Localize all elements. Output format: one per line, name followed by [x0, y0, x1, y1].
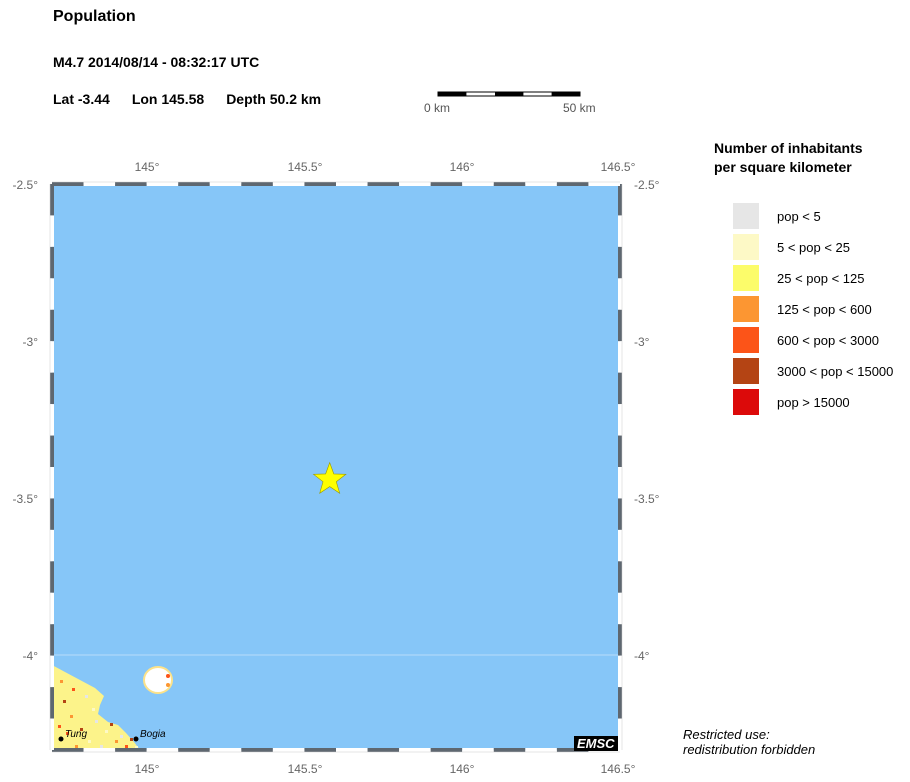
legend-title-line: Number of inhabitants: [714, 140, 863, 156]
legend-item: 125 < pop < 600: [733, 296, 872, 322]
lat-tick-label: -2.5°: [634, 178, 660, 192]
sea-area: [52, 184, 620, 750]
scale-end-label: 50 km: [563, 101, 596, 115]
lon-tick-label: 146.5°: [601, 160, 636, 174]
legend-swatch: [733, 203, 759, 229]
lon-labels-top: 145° 145.5° 146° 146.5°: [135, 160, 636, 174]
event-info: M4.7 2014/08/14 - 08:32:17 UTC: [53, 54, 260, 70]
population-cell: [105, 730, 108, 733]
legend-label: pop > 15000: [777, 394, 850, 410]
legend-label: pop < 5: [777, 208, 821, 224]
lat-tick-label: -2.5°: [13, 178, 39, 192]
lon-tick-label: 145°: [135, 160, 160, 174]
restriction-line: redistribution forbidden: [683, 742, 816, 757]
population-cell: [115, 740, 118, 743]
legend-title: Number of inhabitants per square kilomete…: [714, 139, 863, 177]
legend-item: pop < 5: [733, 203, 821, 229]
lat-labels-right: -2.5° -3° -3.5° -4°: [634, 178, 660, 663]
population-cell: [72, 688, 75, 691]
lon-tick-label: 145.5°: [288, 160, 323, 174]
land-area: Tung Bogia: [52, 665, 173, 750]
legend-item: 3000 < pop < 15000: [733, 358, 893, 384]
legend-swatch: [733, 327, 759, 353]
location-info: Lat -3.44 Lon 145.58 Depth 50.2 km: [53, 91, 343, 107]
population-cell: [125, 745, 128, 748]
lon-tick-label: 146°: [450, 762, 475, 776]
lon-tick-label: 146°: [450, 160, 475, 174]
population-cell: [95, 720, 98, 723]
population-cell: [70, 715, 73, 718]
legend-swatch: [733, 296, 759, 322]
restriction-note: Restricted use: redistribution forbidden: [683, 727, 815, 757]
legend-label: 5 < pop < 25: [777, 239, 851, 255]
lat-tick-label: -4°: [634, 649, 650, 663]
legend-label: 125 < pop < 600: [777, 301, 872, 317]
legend-swatch: [733, 358, 759, 384]
population-cell: [135, 746, 138, 749]
lat-tick-label: -4°: [23, 649, 39, 663]
population-cell: [80, 728, 83, 731]
legend-swatch: [733, 234, 759, 260]
lat-tick-label: -3°: [23, 335, 39, 349]
latitude: Lat -3.44: [53, 91, 110, 107]
lon-tick-label: 145°: [135, 762, 160, 776]
legend-label: 25 < pop < 125: [777, 270, 865, 286]
legend-title-line: per square kilometer: [714, 159, 852, 175]
population-cell: [58, 725, 61, 728]
longitude: Lon 145.58: [131, 91, 205, 107]
place-marker: [58, 736, 64, 742]
lat-tick-label: -3.5°: [13, 492, 39, 506]
depth: Depth 50.2 km: [226, 91, 322, 107]
population-cell: [63, 700, 66, 703]
population-cell: [130, 738, 133, 741]
legend-label: 3000 < pop < 15000: [777, 363, 894, 379]
map-title: Population: [53, 8, 136, 25]
lat-tick-label: -3°: [634, 335, 650, 349]
legend-swatch: [733, 265, 759, 291]
epicenter-star-icon: [312, 461, 347, 495]
legend-item: 600 < pop < 3000: [733, 327, 879, 353]
place-marker: [133, 736, 139, 742]
population-cell: [75, 745, 78, 748]
population-cell: [100, 745, 103, 748]
population-cell: [88, 740, 91, 743]
population-cell: [85, 695, 88, 698]
lat-tick-label: -3.5°: [634, 492, 660, 506]
lon-labels-bottom: 145° 145.5° 146° 146.5°: [135, 762, 636, 776]
scale-bar: [437, 91, 581, 97]
place-label-bogia: Bogia: [140, 729, 166, 740]
legend-item: 25 < pop < 125: [733, 265, 864, 291]
population-cell: [60, 680, 63, 683]
lat-labels-left: -2.5° -3° -3.5° -4°: [13, 178, 39, 663]
legend-item: 5 < pop < 25: [733, 234, 850, 260]
population-cell: [92, 708, 95, 711]
population-cell: [66, 732, 69, 735]
population-cell: [110, 723, 113, 726]
place-label-tung: Tung: [65, 729, 87, 740]
lon-tick-label: 146.5°: [601, 762, 636, 776]
legend-item: pop > 15000: [733, 389, 850, 415]
emsc-logo: EMSC: [574, 736, 618, 751]
restriction-line: Restricted use:: [683, 727, 770, 742]
legend-label: 600 < pop < 3000: [777, 332, 879, 348]
lon-tick-label: 145.5°: [288, 762, 323, 776]
population-cell: [120, 735, 123, 738]
scale-start-label: 0 km: [424, 101, 451, 115]
legend-swatch: [733, 389, 759, 415]
